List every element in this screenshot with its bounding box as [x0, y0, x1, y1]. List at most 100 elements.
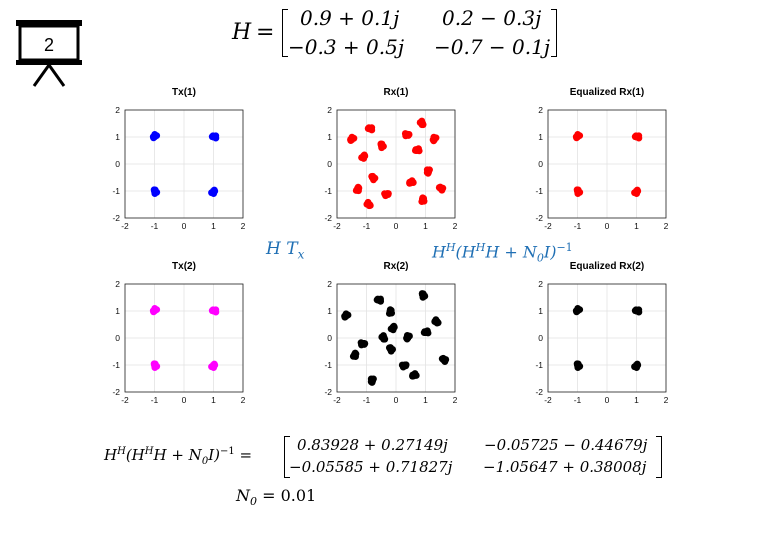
x-tick-label: 0 [605, 395, 610, 405]
scatter-dot [439, 356, 447, 363]
annotation-htx: H Tx [266, 239, 304, 261]
scatter-dot [360, 340, 367, 347]
y-tick-label: 2 [327, 105, 332, 115]
matrix-left-bracket [282, 9, 288, 57]
x-tick-label: -2 [121, 395, 129, 405]
scatter-point [367, 375, 377, 386]
scatter-point [364, 124, 376, 134]
scatter-dot [404, 130, 412, 138]
lhs-b: (H [125, 446, 145, 464]
lhs-c: H + N [153, 446, 202, 464]
scatter-point [377, 140, 387, 152]
matrix-right-bracket [551, 9, 557, 57]
y-tick-label: 0 [327, 159, 332, 169]
scatter-point [418, 290, 429, 301]
scatter-dot [574, 361, 581, 369]
y-tick-label: -1 [535, 360, 543, 370]
scatter-point [438, 354, 450, 365]
y-tick-label: 2 [538, 279, 543, 289]
scatter-point [572, 305, 584, 316]
scatter-dot [633, 133, 640, 141]
scatter-plot-rx2: -2 -1 0 1 2 -2 -1 0 1 2 [324, 279, 458, 405]
scatter-plot-eqrx2: -2 -1 0 1 2 -2 -1 0 1 2 [535, 279, 668, 405]
scatter-point [416, 117, 427, 129]
scatter-point [403, 332, 413, 343]
ann-eq-sup2: H [475, 241, 486, 254]
y-tick-label: -2 [112, 387, 120, 397]
scatter-dot [419, 195, 426, 203]
y-tick-label: 2 [115, 105, 120, 115]
scatter-plot-tx2: -2 -1 0 1 2 -2 -1 0 1 2 [112, 279, 245, 405]
scatter-point [398, 361, 410, 371]
annotation-equalizer: HH(HHH + N0I)−1 [432, 241, 573, 265]
scatter-dot [419, 120, 426, 127]
scatter-point [401, 130, 413, 140]
scatter-point [406, 177, 417, 187]
plot-title-eqrx1: Equalized Rx(1) [569, 87, 645, 98]
scatter-dot [413, 147, 421, 154]
lhs-sup1: H [117, 446, 126, 457]
scatter-dot [574, 133, 581, 141]
x-tick-label: -2 [544, 221, 552, 231]
scatter-dot [210, 187, 217, 195]
annotation-htx-main: H T [266, 239, 298, 259]
noise-sub: 0 [250, 495, 257, 509]
scatter-point [431, 316, 442, 327]
scatter-dot [210, 133, 217, 141]
x-tick-label: 1 [634, 221, 639, 231]
scatter-dot [342, 313, 350, 320]
scatter-point [208, 186, 219, 197]
scatter-point [208, 132, 220, 142]
noise-power: N0 = 0.01 [236, 486, 316, 508]
y-tick-label: 2 [115, 279, 120, 289]
scatter-point [385, 344, 397, 355]
scatter-point [409, 370, 420, 380]
scatter-point [363, 198, 374, 210]
x-tick-label: -1 [363, 221, 371, 231]
scatter-dot [369, 174, 376, 181]
scatter-dot [404, 334, 412, 342]
annotation-htx-sub: x [297, 247, 305, 262]
h12: 0.2 − 0.3j [442, 6, 542, 30]
w22: −1.05647 + 0.38008j [483, 458, 647, 476]
ann-eq-prefix: H [432, 242, 446, 262]
result-left-bracket [284, 436, 290, 478]
scatter-dot [401, 361, 409, 369]
x-tick-label: 0 [394, 221, 399, 231]
w21: −0.05585 + 0.71827j [289, 458, 453, 476]
scatter-dot [374, 296, 382, 304]
equalizer-lhs: HH(HHH + N0I)−1 = [104, 446, 252, 467]
plot-title-eqrx2: Equalized Rx(2) [569, 261, 645, 272]
scatter-point [573, 186, 584, 197]
plot-title-tx1: Tx(1) [172, 87, 196, 98]
x-tick-label: -1 [151, 221, 159, 231]
scatter-dot [430, 136, 438, 144]
ann-eq-tail: H + N [485, 242, 537, 262]
w11: 0.83928 + 0.27149j [297, 436, 448, 454]
scatter-dot [151, 133, 158, 141]
lhs-sup2: H [144, 446, 154, 457]
scatter-dot [425, 168, 432, 176]
scatter-point [572, 131, 584, 142]
y-tick-label: 1 [538, 306, 543, 316]
x-tick-label: 2 [241, 221, 246, 231]
x-tick-label: 0 [605, 221, 610, 231]
scatter-dot [360, 152, 367, 160]
scatter-point [387, 322, 398, 334]
x-tick-label: 2 [453, 221, 458, 231]
scatter-point [149, 131, 161, 142]
x-tick-label: 2 [453, 395, 458, 405]
plot-title-rx2: Rx(2) [383, 261, 409, 272]
scatter-point [411, 145, 423, 155]
y-tick-label: -1 [112, 186, 120, 196]
y-tick-label: 1 [327, 306, 332, 316]
y-tick-label: 0 [538, 159, 543, 169]
scatter-dot [366, 201, 373, 208]
plot-title-rx1: Rx(1) [383, 87, 409, 98]
scatter-dot [633, 361, 640, 369]
plot-frame [124, 109, 244, 219]
scatter-dot [354, 184, 362, 192]
scatter-point [358, 151, 369, 162]
y-tick-label: -1 [112, 360, 120, 370]
channel-label: H [232, 20, 252, 45]
